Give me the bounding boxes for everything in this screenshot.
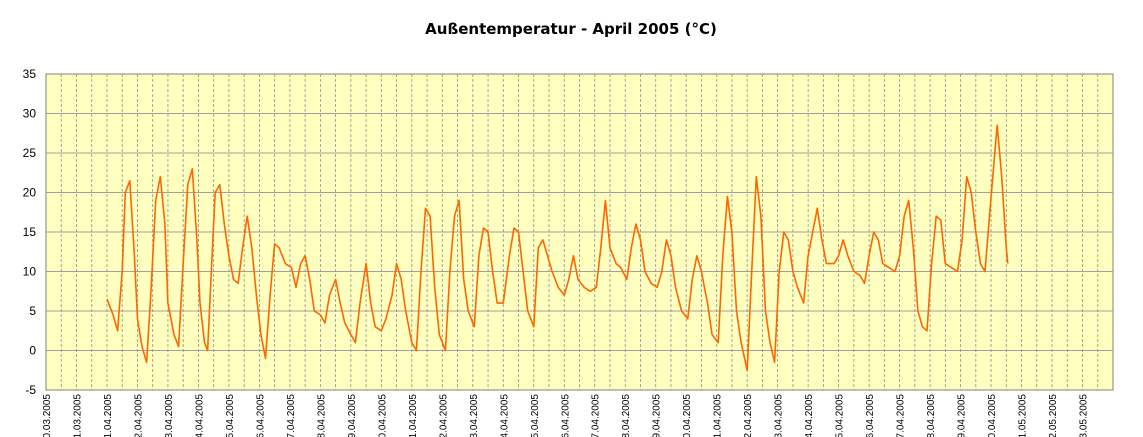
x-tick-label: 15.04.2005: [530, 394, 541, 437]
y-tick-label: 5: [29, 304, 36, 318]
x-tick-label: 10.04.2005: [377, 394, 388, 437]
x-tick-label: 17.04.2005: [591, 394, 602, 437]
x-tick-label: 08.04.2005: [316, 394, 327, 437]
x-tick-label: 04.04.2005: [194, 394, 205, 437]
x-tick-label: 30.04.2005: [987, 394, 998, 437]
y-tick-label: 20: [23, 186, 37, 200]
x-tick-label: 23.04.2005: [774, 394, 785, 437]
x-tick-label: 20.04.2005: [682, 394, 693, 437]
x-tick-label: 25.04.2005: [835, 394, 846, 437]
x-tick-label: 31.03.2005: [72, 394, 83, 437]
y-tick-label: 35: [23, 67, 37, 81]
x-tick-label: 14.04.2005: [499, 394, 510, 437]
x-tick-label: 05.04.2005: [225, 394, 236, 437]
x-tick-label: 27.04.2005: [896, 394, 907, 437]
grid-lines: [46, 74, 1113, 390]
x-tick-label: 03.04.2005: [164, 394, 175, 437]
x-tick-label: 21.04.2005: [713, 394, 724, 437]
x-tick-label: 30.03.2005: [42, 394, 53, 437]
x-tick-label: 28.04.2005: [926, 394, 937, 437]
x-tick-label: 03.05.2005: [1079, 394, 1090, 437]
x-tick-label: 09.04.2005: [347, 394, 358, 437]
x-tick-label: 19.04.2005: [652, 394, 663, 437]
x-tick-label: 24.04.2005: [804, 394, 815, 437]
x-tick-label: 02.05.2005: [1048, 394, 1059, 437]
x-tick-label: 01.04.2005: [103, 394, 114, 437]
x-tick-label: 12.04.2005: [438, 394, 449, 437]
x-axis-ticks: 30.03.2005 31.03.2005 01.04.2005 02.04.2005…: [42, 394, 1090, 437]
chart-title: Außentemperatur - April 2005 (°C): [425, 20, 717, 38]
y-tick-label: 15: [23, 225, 37, 239]
x-tick-label: 13.04.2005: [469, 394, 480, 437]
y-axis-ticks: -5 0 5 10 15 20 25 30 35: [23, 67, 37, 397]
x-tick-label: 01.05.2005: [1018, 394, 1029, 437]
x-tick-label: 06.04.2005: [255, 394, 266, 437]
x-tick-label: 29.04.2005: [957, 394, 968, 437]
x-tick-label: 07.04.2005: [286, 394, 297, 437]
x-tick-label: 02.04.2005: [133, 394, 144, 437]
y-tick-label: 0: [29, 344, 36, 358]
x-tick-label: 22.04.2005: [743, 394, 754, 437]
x-tick-label: 26.04.2005: [865, 394, 876, 437]
y-tick-label: 30: [23, 107, 37, 121]
y-tick-label: -5: [25, 383, 36, 397]
y-tick-label: 25: [23, 146, 37, 160]
x-tick-label: 11.04.2005: [408, 394, 419, 437]
temperature-series-line: [106, 124, 1009, 372]
x-tick-label: 16.04.2005: [560, 394, 571, 437]
y-tick-label: 10: [23, 265, 37, 279]
x-tick-label: 18.04.2005: [621, 394, 632, 437]
